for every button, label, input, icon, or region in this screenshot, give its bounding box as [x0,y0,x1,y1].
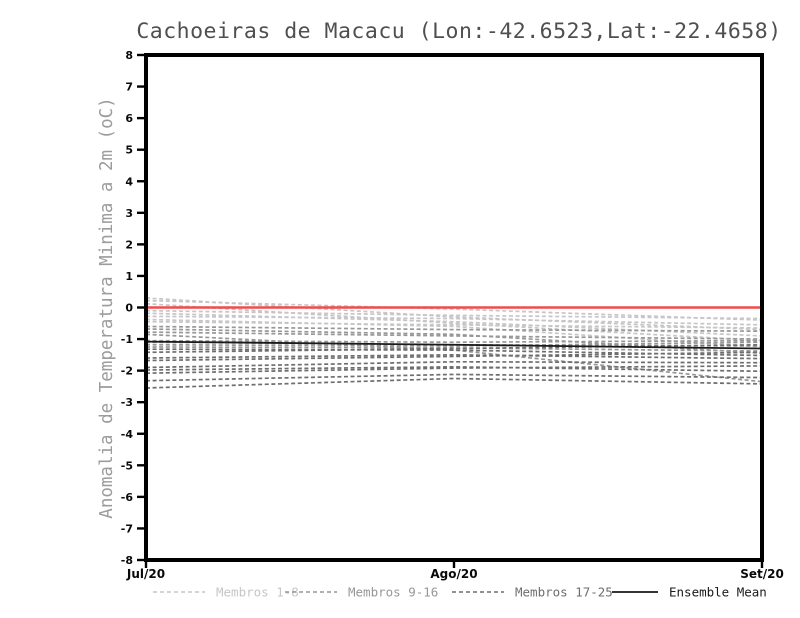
member-line [145,318,763,348]
member-line [145,351,763,362]
y-tick-label: 0 [125,302,133,315]
member-line [145,339,763,344]
member-line [145,299,763,321]
chart-title: Cachoeiras de Macacu (Lon:-42.6523,Lat:-… [136,19,781,44]
y-tick-label: 5 [125,144,133,157]
y-tick-label: 2 [125,238,133,251]
ensemble-mean-line [145,340,763,350]
member-line [145,341,763,347]
y-tick-label: 1 [125,270,133,283]
legend: Membros 1-8 Membros 9-16 Membros 17-25 Ense… [153,585,767,600]
member-line [145,315,763,326]
legend-label: Membros 1-8 [216,585,299,600]
y-tick-label: -5 [121,459,133,472]
member-line [145,320,763,329]
member-line [145,360,763,369]
member-line [145,365,763,374]
y-tick-label: -2 [121,365,133,378]
member-line [145,312,763,337]
x-tick-label: Ago/20 [430,567,477,581]
member-line [145,353,763,360]
y-tick-label: 7 [125,81,133,94]
member-line [145,328,763,355]
member-line [145,297,763,331]
y-tick-label: -6 [121,491,134,504]
member-line [145,331,763,340]
member-line [145,348,763,357]
ensemble-member-lines [145,297,763,389]
y-tick-label: -8 [121,554,133,567]
member-line [145,377,763,389]
legend-label: Membros 17-25 [515,585,613,600]
y-tick-label: 8 [125,49,133,62]
y-tick-label: -7 [121,522,133,535]
y-tick-label: 3 [125,207,133,220]
legend-label: Membros 9-16 [348,585,438,600]
y-tick-label: -3 [121,396,133,409]
y-axis-label: Anomalia de Temperatura Minima a 2m (oC) [97,97,117,518]
member-line [145,309,763,320]
y-tick-label: 6 [125,112,133,125]
ensemble-mean-line [145,340,763,350]
member-line [145,302,763,342]
member-line [145,343,763,354]
y-axis-ticks: -8 -7 -6 -5 -4 -3 -2 -1 0 1 2 3 4 5 6 7 8 [121,49,146,567]
member-line [145,325,763,333]
y-tick-label: -4 [121,428,134,441]
y-tick-label: -1 [121,333,133,346]
member-line [145,333,763,383]
legend-label: Ensemble Mean [669,585,767,600]
x-tick-label: Set/20 [740,567,784,581]
y-tick-label: 4 [125,175,133,188]
member-line [145,373,763,382]
x-tick-label: Jul/20 [126,567,165,581]
x-axis-ticks: Jul/20 Ago/20 Set/20 [126,560,784,581]
member-line [145,365,763,373]
member-line [145,346,763,352]
